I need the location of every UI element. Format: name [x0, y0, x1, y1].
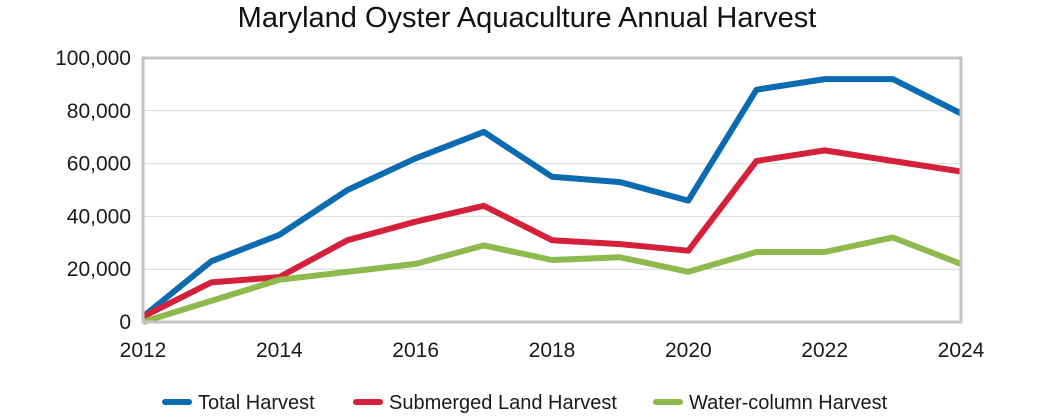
y-tick-label: 20,000	[67, 258, 131, 281]
chart-title: Maryland Oyster Aquaculture Annual Harve…	[238, 2, 817, 34]
legend-label-1: Submerged Land Harvest	[389, 392, 617, 414]
y-tick-label: 60,000	[67, 153, 131, 176]
x-tick-label: 2018	[529, 339, 576, 362]
series-line-0	[141, 76, 963, 320]
grid-lines	[143, 110, 961, 270]
x-tick-label: 2020	[665, 339, 712, 362]
x-tick-label: 2014	[256, 339, 303, 362]
plot-frame	[141, 56, 963, 324]
legend-label-2: Water-column Harvest	[689, 392, 888, 414]
x-tick-label: 2024	[938, 339, 985, 362]
x-tick-label: 2022	[801, 339, 848, 362]
series-line-2	[142, 234, 963, 325]
series-lines	[141, 76, 963, 325]
y-tick-label: 0	[119, 311, 131, 334]
y-axis-tick-labels: 0 20,000 40,000 60,000 80,000 100,000	[55, 47, 131, 334]
legend-label-0: Total Harvest	[198, 392, 315, 414]
x-tick-label: 2012	[120, 339, 167, 362]
legend: Total Harvest Submerged Land Harvest Water…	[162, 392, 888, 414]
y-tick-label: 40,000	[67, 205, 131, 228]
x-tick-label: 2016	[392, 339, 439, 362]
y-tick-label: 100,000	[55, 47, 131, 70]
x-axis-tick-labels: 2012 2014 2016 2018 2020 2022 2024	[120, 339, 985, 362]
y-tick-label: 80,000	[67, 100, 131, 123]
